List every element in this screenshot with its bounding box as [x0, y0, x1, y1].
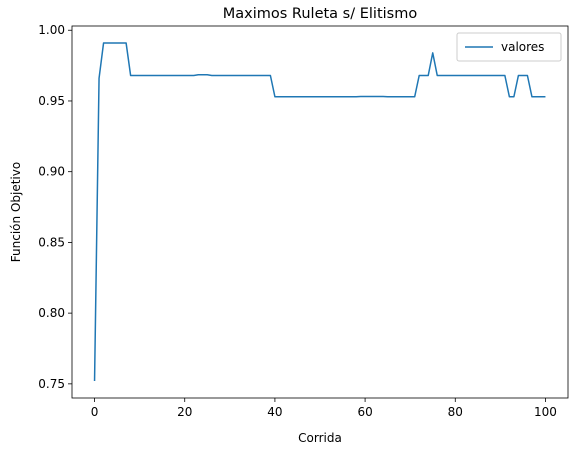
x-tick-label: 80 [448, 405, 463, 419]
y-tick-label: 0.80 [38, 306, 65, 320]
x-axis-label: Corrida [298, 431, 342, 445]
y-tick-label: 0.90 [38, 165, 65, 179]
x-axis-ticks: 0 20 40 60 80 100 [91, 398, 557, 419]
x-tick-label: 0 [91, 405, 99, 419]
x-tick-label: 60 [357, 405, 372, 419]
legend-label-valores: valores [501, 40, 544, 54]
y-axis-label: Función Objetivo [9, 162, 23, 262]
y-tick-label: 1.00 [38, 23, 65, 37]
series-line-valores [93, 42, 546, 382]
y-tick-label: 0.95 [38, 94, 65, 108]
y-tick-label: 0.75 [38, 377, 65, 391]
chart-title: Maximos Ruleta s/ Elitismo [223, 6, 418, 22]
plot-area: 0 20 40 60 80 100 0.75 0.80 0.85 0.90 0.95 1.00 va… [38, 23, 569, 419]
x-tick-label: 20 [177, 405, 192, 419]
x-tick-label: 100 [534, 405, 557, 419]
legend: valores [456, 32, 562, 62]
axes-frame [71, 25, 569, 399]
y-tick-label: 0.85 [38, 235, 65, 249]
x-tick-label: 40 [267, 405, 282, 419]
y-axis-ticks: 0.75 0.80 0.85 0.90 0.95 1.00 [38, 23, 72, 391]
legend-box [456, 32, 562, 62]
